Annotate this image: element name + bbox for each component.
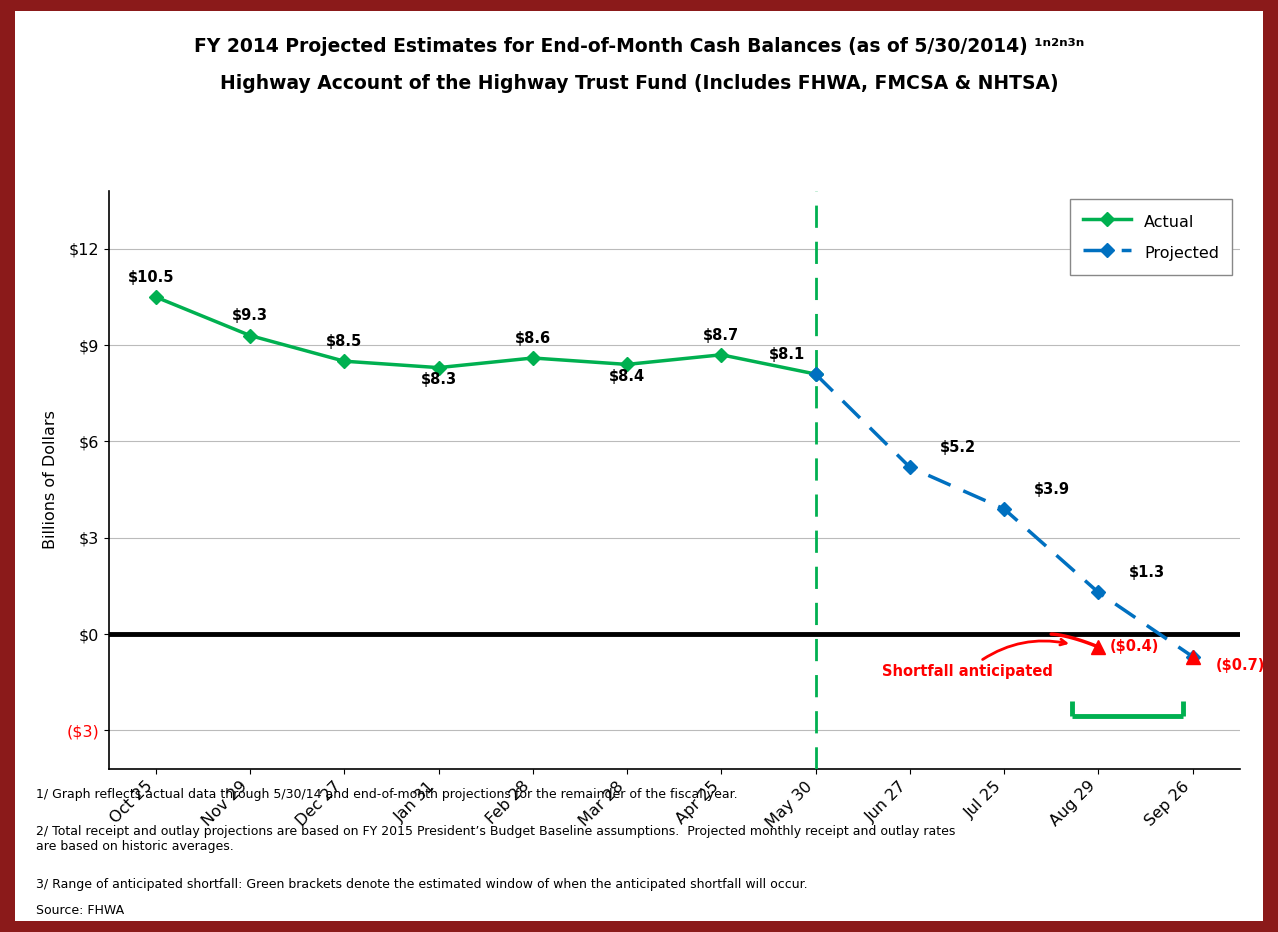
Text: $8.6: $8.6 — [515, 331, 551, 346]
Text: $8.3: $8.3 — [420, 372, 456, 387]
Text: FY 2014 Projected Estimates for End-of-Month Cash Balances (as of 5/30/2014) ¹ⁿ²: FY 2014 Projected Estimates for End-of-M… — [194, 37, 1084, 56]
Text: $8.1: $8.1 — [769, 347, 805, 362]
Actual — [336, 356, 351, 367]
Text: ($0.4): ($0.4) — [1109, 639, 1159, 654]
Legend: Actual, Projected: Actual, Projected — [1071, 199, 1232, 275]
Text: $10.5: $10.5 — [128, 269, 174, 285]
Y-axis label: Billions of Dollars: Billions of Dollars — [43, 410, 58, 550]
Text: $8.4: $8.4 — [608, 369, 645, 384]
Projected — [902, 461, 918, 473]
Text: 3/ Range of anticipated shortfall: Green brackets denote the estimated window of: 3/ Range of anticipated shortfall: Green… — [36, 878, 808, 891]
Actual — [808, 368, 823, 379]
Actual — [620, 359, 635, 370]
Text: 2/ Total receipt and outlay projections are based on FY 2015 President’s Budget : 2/ Total receipt and outlay projections … — [36, 825, 955, 853]
Text: $8.7: $8.7 — [703, 327, 740, 343]
Projected — [1185, 651, 1200, 662]
Text: Highway Account of the Highway Trust Fund (Includes FHWA, FMCSA & NHTSA): Highway Account of the Highway Trust Fun… — [220, 75, 1058, 93]
Text: $5.2: $5.2 — [939, 440, 976, 455]
Actual — [713, 350, 728, 361]
Text: 1/ Graph reflects actual data through 5/30/14 and end-of-month projections for t: 1/ Graph reflects actual data through 5/… — [36, 788, 737, 801]
Text: $8.5: $8.5 — [326, 334, 363, 349]
Line: Actual: Actual — [151, 292, 820, 379]
Line: Projected: Projected — [810, 369, 1197, 662]
Text: $3.9: $3.9 — [1034, 482, 1070, 497]
Text: Source: FHWA: Source: FHWA — [36, 904, 124, 917]
Actual — [243, 330, 258, 341]
Text: $9.3: $9.3 — [233, 308, 268, 323]
Actual — [148, 292, 164, 303]
Actual — [525, 352, 541, 363]
Projected — [997, 503, 1012, 514]
Projected — [1090, 587, 1105, 598]
Actual — [431, 362, 446, 373]
Text: ($0.7): ($0.7) — [1217, 658, 1265, 673]
Text: Shortfall anticipated: Shortfall anticipated — [882, 639, 1066, 678]
Text: $1.3: $1.3 — [1128, 565, 1164, 580]
Projected — [808, 368, 823, 379]
